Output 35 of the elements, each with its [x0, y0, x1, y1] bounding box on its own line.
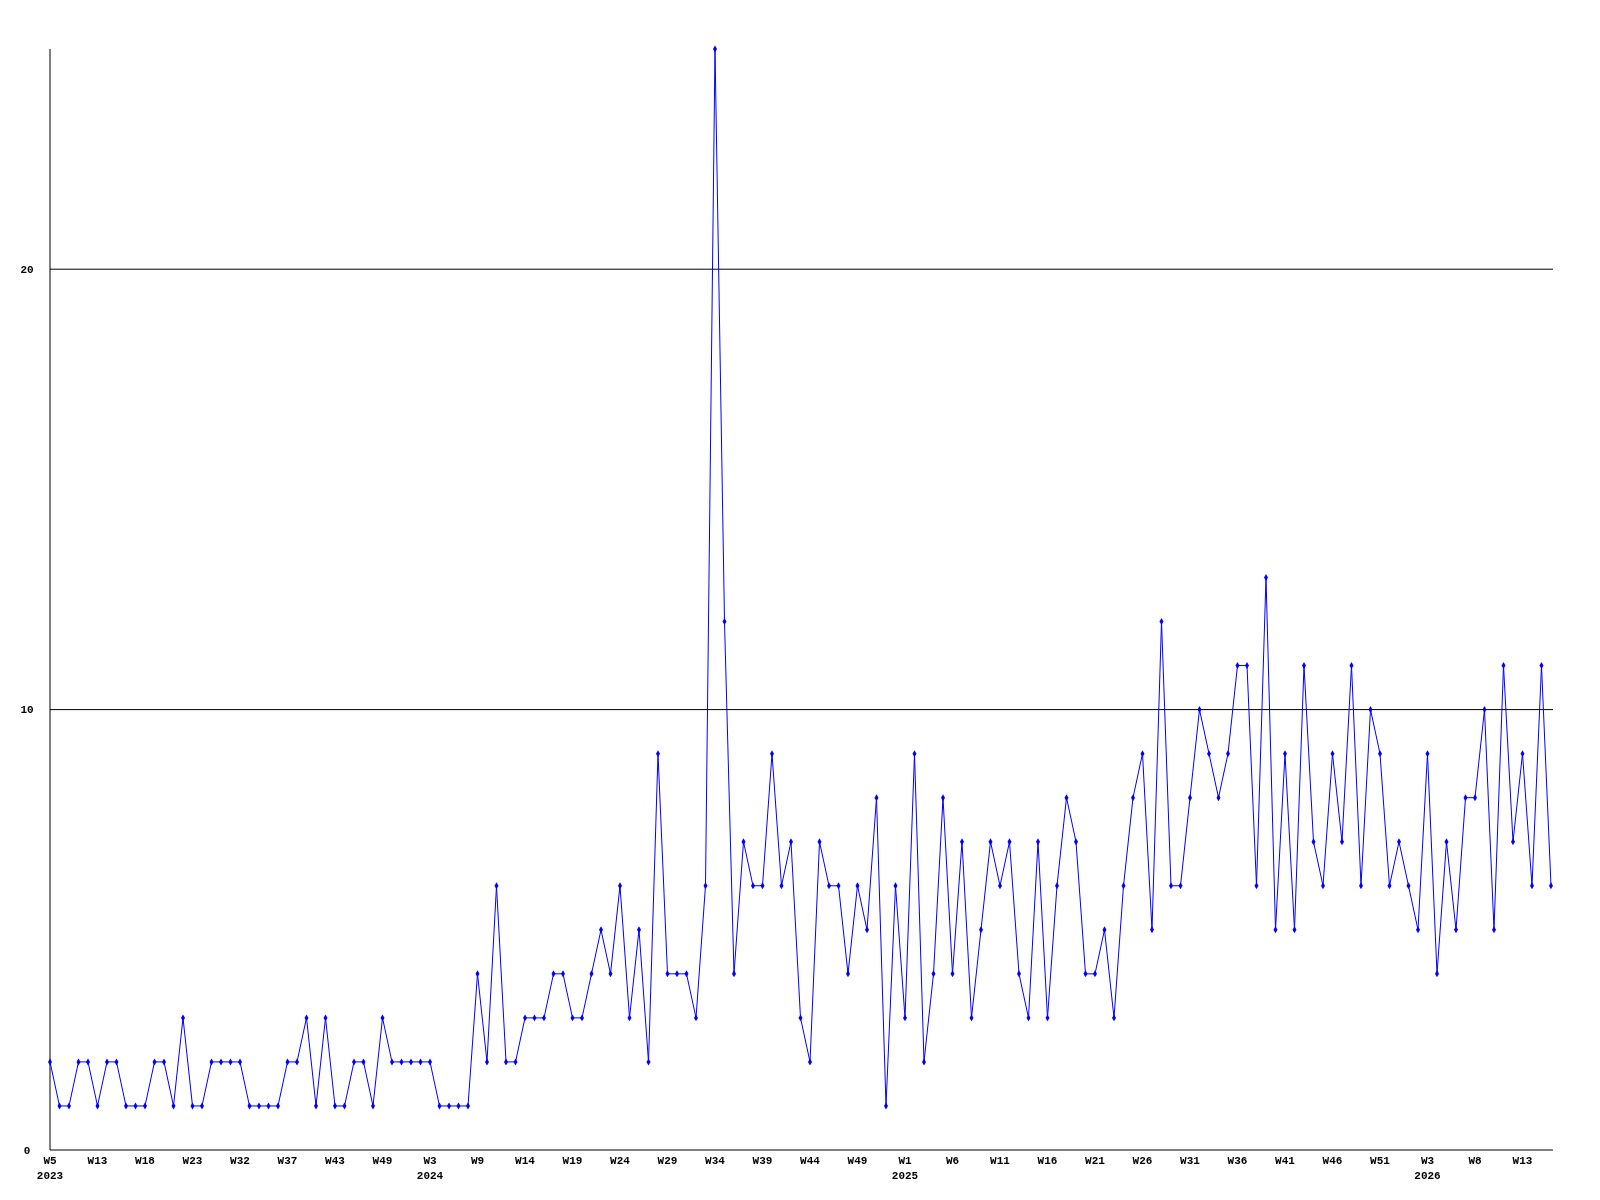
x-tick-label: W21	[1085, 1155, 1106, 1167]
x-tick-label: W24	[610, 1155, 631, 1167]
x-tick-label: W13	[87, 1155, 108, 1167]
x-tick-label: W36	[1227, 1155, 1248, 1167]
x-tick-label: W19	[562, 1155, 583, 1167]
x-tick-label: W49	[847, 1155, 868, 1167]
x-tick-label: W29	[657, 1155, 678, 1167]
x-tick-label: W32	[230, 1155, 250, 1167]
x-tick-label: W34	[705, 1155, 726, 1167]
x-tick-label: W43	[325, 1155, 346, 1167]
x-tick-label: W8	[1468, 1155, 1482, 1167]
x-tick-label: W44	[800, 1155, 821, 1167]
x-tick-label: W18	[135, 1155, 156, 1167]
x-tick-label: W11	[990, 1155, 1011, 1167]
x-tick-label: W16	[1037, 1155, 1058, 1167]
x-tick-label: W49	[372, 1155, 393, 1167]
x-tick-label: W3 2026	[1414, 1155, 1441, 1182]
x-tick-label: W6	[945, 1155, 960, 1167]
x-tick-label: W3 2024	[416, 1155, 444, 1182]
x-tick-label: W26	[1132, 1155, 1153, 1167]
x-tick-label: W14	[515, 1155, 536, 1167]
x-tick-label: W5 2023	[36, 1155, 64, 1182]
x-tick-label: W23	[182, 1155, 203, 1167]
x-tick-label: W41	[1275, 1155, 1296, 1167]
x-tick-label: W9	[470, 1155, 485, 1167]
x-tick-label: W37	[277, 1155, 298, 1167]
x-tick-label: W1 2025	[891, 1155, 919, 1182]
x-tick-label: W31	[1180, 1155, 1201, 1167]
x-tick-label: W46	[1322, 1155, 1343, 1167]
y-tick-label: 10	[20, 704, 34, 717]
y-tick-label: 20	[20, 264, 34, 277]
x-tick-label: W51	[1370, 1155, 1391, 1167]
x-tick-label: W13	[1512, 1155, 1533, 1167]
x-tick-label: W39	[752, 1155, 773, 1167]
y-tick-label: 0	[23, 1144, 31, 1157]
